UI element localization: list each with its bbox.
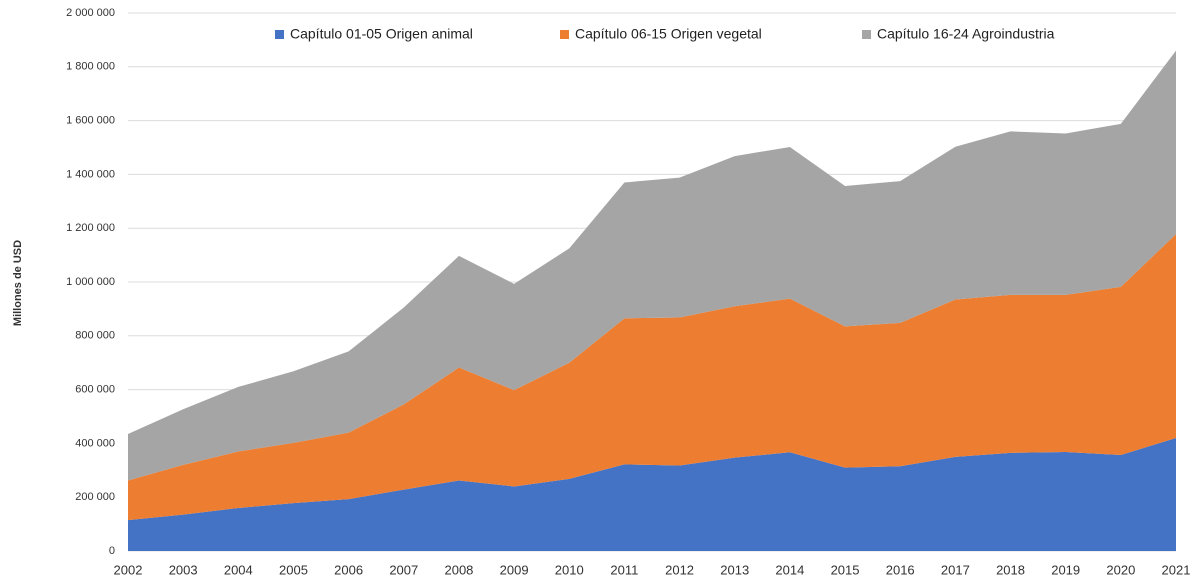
x-tick-label: 2015 bbox=[831, 562, 860, 577]
x-tick-label: 2016 bbox=[886, 562, 915, 577]
x-tick-label: 2011 bbox=[610, 562, 638, 577]
x-tick-label: 2014 bbox=[775, 562, 804, 577]
y-tick-label: 800 000 bbox=[75, 330, 115, 342]
x-tick-label: 2021 bbox=[1162, 562, 1191, 577]
legend-swatch bbox=[862, 30, 871, 39]
area bbox=[128, 438, 1176, 551]
area bbox=[128, 234, 1176, 521]
y-tick-label: 1 800 000 bbox=[66, 61, 115, 73]
x-tick-label: 2006 bbox=[334, 562, 363, 577]
x-tick-label: 2008 bbox=[444, 562, 473, 577]
x-tick-label: 2012 bbox=[665, 562, 694, 577]
x-tick-label: 2019 bbox=[1051, 562, 1080, 577]
x-tick-label: 2007 bbox=[389, 562, 418, 577]
y-tick-label: 200 000 bbox=[75, 491, 115, 503]
y-tick-label: 1 200 000 bbox=[66, 222, 115, 234]
y-tick-label: 0 bbox=[109, 545, 115, 557]
y-tick-label: 1 400 000 bbox=[66, 168, 115, 180]
x-tick-label: 2005 bbox=[279, 562, 308, 577]
x-tick-label: 2013 bbox=[720, 562, 749, 577]
y-axis-label: Millones de USD bbox=[12, 240, 24, 326]
x-tick-label: 2009 bbox=[500, 562, 529, 577]
y-tick-label: 1 000 000 bbox=[66, 276, 115, 288]
x-tick-label: 2010 bbox=[555, 562, 584, 577]
y-tick-label: 400 000 bbox=[75, 437, 115, 449]
legend-label: Capítulo 01-05 Origen animal bbox=[290, 26, 473, 42]
legend-swatch bbox=[275, 30, 284, 39]
x-tick-label: 2003 bbox=[169, 562, 198, 577]
x-tick-label: 2002 bbox=[114, 562, 143, 577]
x-tick-label: 2020 bbox=[1106, 562, 1135, 577]
y-tick-label: 600 000 bbox=[75, 384, 115, 396]
area bbox=[128, 50, 1176, 481]
legend-label: Capítulo 06-15 Origen vegetal bbox=[575, 26, 762, 42]
x-tick-label: 2004 bbox=[224, 562, 253, 577]
x-tick-label: 2017 bbox=[941, 562, 970, 577]
legend-label: Capítulo 16-24 Agroindustria bbox=[877, 26, 1055, 42]
x-tick-label: 2018 bbox=[996, 562, 1025, 577]
legend-swatch bbox=[560, 30, 569, 39]
y-tick-label: 1 600 000 bbox=[66, 115, 115, 127]
y-tick-label: 2 000 000 bbox=[66, 7, 115, 19]
